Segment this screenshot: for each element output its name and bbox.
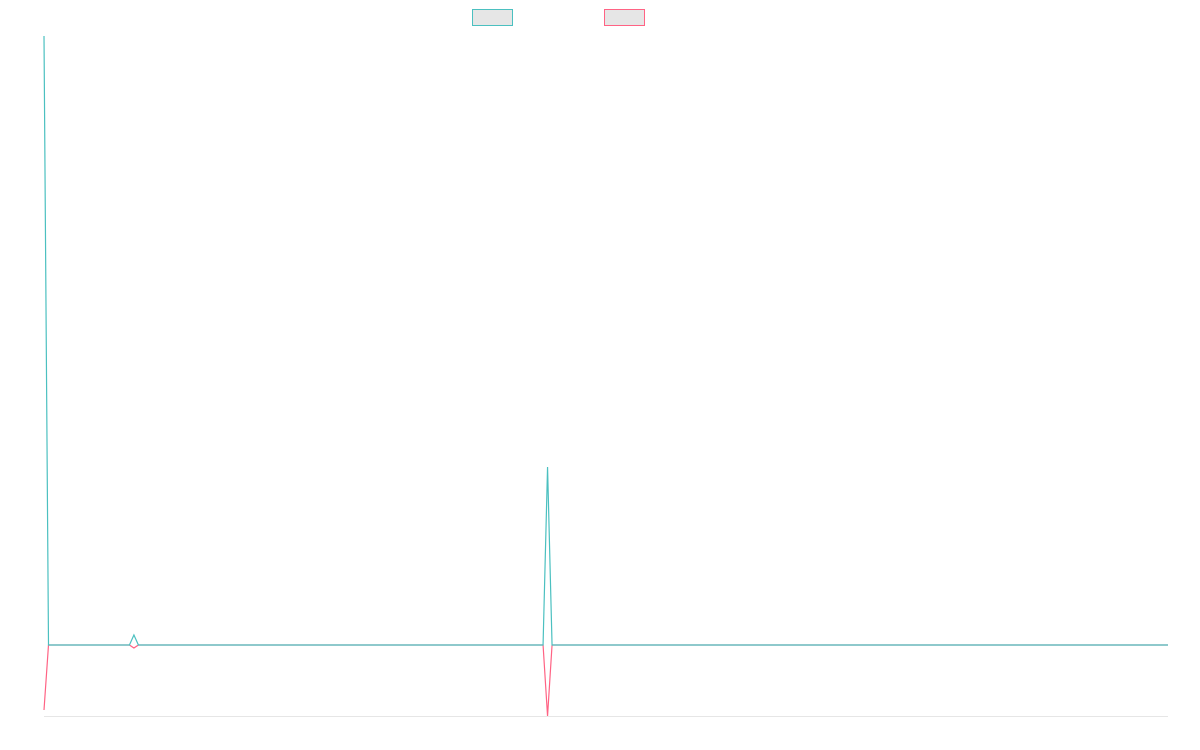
- legend-swatch: [472, 9, 513, 26]
- line-series: [43, 644, 1168, 717]
- legend-swatch: [604, 9, 645, 26]
- line-series: [43, 35, 1168, 646]
